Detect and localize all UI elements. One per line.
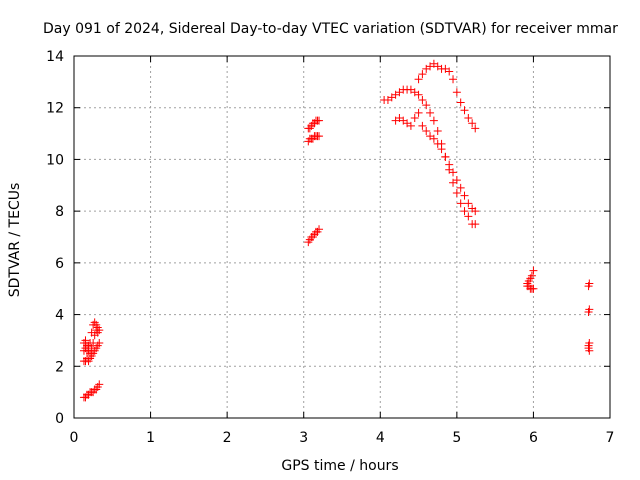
data-point (429, 116, 438, 125)
data-point (433, 126, 442, 135)
data-point (456, 199, 465, 208)
data-point (315, 116, 324, 125)
data-point (527, 271, 536, 280)
data-point (437, 145, 446, 154)
data-point (529, 266, 538, 275)
data-point (585, 305, 594, 314)
data-point (585, 346, 594, 355)
data-point (452, 189, 461, 198)
x-tick-label: 1 (146, 430, 155, 446)
data-point (445, 160, 454, 169)
data-point (81, 336, 90, 345)
y-tick-label: 0 (55, 411, 64, 427)
x-tick-label: 6 (529, 430, 538, 446)
x-tick-label: 7 (606, 430, 615, 446)
y-tick-label: 4 (55, 308, 64, 324)
data-point (529, 284, 538, 293)
data-point (95, 339, 104, 348)
x-tick-label: 0 (70, 430, 79, 446)
data-point (414, 90, 423, 99)
grid-lines (74, 56, 610, 418)
data-point (95, 380, 104, 389)
data-point (456, 183, 465, 192)
data-point (418, 95, 427, 104)
y-tick-label: 10 (46, 152, 64, 168)
chart-title: Day 091 of 2024, Sidereal Day-to-day VTE… (43, 21, 618, 37)
data-point (433, 139, 442, 148)
y-axis-label: SDTVAR / TECUs (7, 183, 23, 298)
data-point (441, 152, 450, 161)
data-point (460, 207, 469, 216)
data-point (83, 346, 92, 355)
y-tick-label: 6 (55, 256, 64, 272)
x-tick-label: 2 (223, 430, 232, 446)
data-point (414, 75, 423, 84)
x-tick-label: 3 (299, 430, 308, 446)
data-point (456, 98, 465, 107)
data-point (464, 212, 473, 221)
data-point (585, 339, 594, 348)
data-point (449, 75, 458, 84)
plot-frame (73, 55, 611, 419)
data-point (460, 191, 469, 200)
data-point (471, 220, 480, 229)
data-point (468, 119, 477, 128)
y-tick-label: 12 (46, 101, 64, 117)
x-tick-label: 4 (376, 430, 385, 446)
data-point (452, 176, 461, 185)
data-point (422, 101, 431, 110)
data-point (315, 132, 324, 141)
data-point (585, 279, 594, 288)
data-point (429, 134, 438, 143)
data-point (92, 320, 101, 329)
y-tick-label: 8 (55, 204, 64, 220)
x-axis-label: GPS time / hours (281, 458, 398, 474)
data-point (93, 328, 102, 337)
y-tick-label: 14 (46, 49, 64, 65)
data-point (426, 108, 435, 117)
data-point (418, 121, 427, 130)
data-point (414, 108, 423, 117)
data-point (449, 168, 458, 177)
data-point (471, 124, 480, 133)
data-point (460, 106, 469, 115)
data-point (452, 88, 461, 97)
data-point (464, 114, 473, 123)
data-point (464, 199, 473, 208)
data-points (79, 59, 594, 402)
data-point (410, 114, 419, 123)
y-tick-label: 2 (55, 359, 64, 375)
x-tick-label: 5 (452, 430, 461, 446)
data-point (406, 121, 415, 130)
data-point (86, 339, 95, 348)
data-point (418, 70, 427, 79)
data-point (471, 207, 480, 216)
data-point (422, 126, 431, 135)
data-point (445, 67, 454, 76)
data-point (315, 225, 324, 234)
